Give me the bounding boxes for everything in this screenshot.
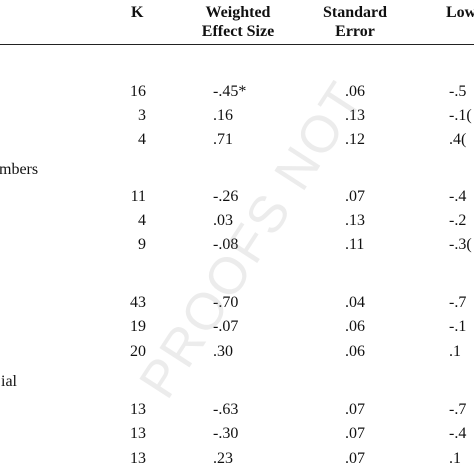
cell-k: 13 [130, 450, 146, 467]
cell-effect-size: -.45* [213, 83, 247, 100]
cell-k: 43 [130, 294, 146, 311]
section-label-ial: ial [1, 373, 17, 390]
header-weighted-effect-size: Weighted Effect Size [196, 3, 280, 41]
cell-standard-error: .06 [345, 343, 365, 360]
cell-effect-size: -.63 [213, 401, 239, 418]
cell-k: 11 [130, 188, 146, 205]
section-label-members: mbers [0, 161, 39, 178]
header-se-line1: Standard [322, 4, 388, 21]
table-row: 13 .23 .07 .1 [0, 450, 474, 470]
table-row: 9 -.08 .11 -.3( [0, 236, 474, 256]
cell-standard-error: .07 [345, 450, 365, 467]
cell-effect-size: .16 [213, 107, 233, 124]
cell-effect-size: .23 [213, 450, 233, 467]
cell-standard-error: .11 [345, 236, 365, 253]
table-row: 20 .30 .06 .1 [0, 343, 474, 363]
cell-k: 13 [130, 401, 146, 418]
cell-k: 3 [138, 107, 146, 124]
cell-effect-size: .03 [213, 212, 233, 229]
cell-standard-error: .06 [345, 83, 365, 100]
cell-effect-size: -.08 [213, 236, 239, 253]
header-effect-line1: Weighted [205, 4, 271, 21]
header-lower: Low [446, 4, 474, 21]
cell-standard-error: .04 [345, 294, 365, 311]
cell-lower: -.2 [449, 212, 467, 229]
cell-effect-size: .71 [213, 131, 233, 148]
cell-lower: -.3( [449, 236, 472, 253]
cell-k: 20 [130, 343, 146, 360]
cell-lower: -.7 [449, 401, 467, 418]
cell-k: 19 [130, 318, 146, 335]
cell-k: 16 [130, 83, 146, 100]
cell-standard-error: .07 [345, 188, 365, 205]
table-row: 11 -.26 .07 -.4 [0, 188, 474, 208]
cell-lower: -.1( [449, 107, 472, 124]
cell-standard-error: .06 [345, 318, 365, 335]
cell-standard-error: .13 [345, 107, 365, 124]
header-standard-error: Standard Error [318, 3, 392, 41]
cell-k: 13 [130, 425, 146, 442]
cell-k: 4 [138, 131, 146, 148]
cell-standard-error: .07 [345, 425, 365, 442]
cell-effect-size: -.30 [213, 425, 239, 442]
table-row: 4 .71 .12 .4( [0, 131, 474, 151]
cell-k: 9 [138, 236, 146, 253]
header-effect-line2: Effect Size [201, 23, 275, 40]
cell-lower: .1 [449, 450, 461, 467]
table-row: 13 -.63 .07 -.7 [0, 401, 474, 421]
cell-standard-error: .07 [345, 401, 365, 418]
table-row: 19 -.07 .06 -.1 [0, 318, 474, 338]
cell-effect-size: -.26 [213, 188, 239, 205]
cell-effect-size: -.70 [213, 294, 239, 311]
cell-lower: .1 [449, 343, 461, 360]
cell-standard-error: .13 [345, 212, 365, 229]
header-rule [0, 44, 474, 45]
table-row: 3 .16 .13 -.1( [0, 107, 474, 127]
cell-lower: -.7 [449, 294, 467, 311]
header-se-line2: Error [335, 23, 375, 40]
cell-lower: -.1 [449, 318, 467, 335]
cell-lower: .4( [449, 131, 467, 148]
table-row: 13 -.30 .07 -.4 [0, 425, 474, 445]
cell-lower: -.4 [449, 188, 467, 205]
cell-lower: -.5 [449, 83, 467, 100]
cell-effect-size: .30 [213, 343, 233, 360]
cell-lower: -.4 [449, 425, 467, 442]
cell-standard-error: .12 [345, 131, 365, 148]
table-row: 4 .03 .13 -.2 [0, 212, 474, 232]
cell-effect-size: -.07 [213, 318, 239, 335]
table-row: 16 -.45* .06 -.5 [0, 83, 474, 103]
table-row: 43 -.70 .04 -.7 [0, 294, 474, 314]
cell-k: 4 [138, 212, 146, 229]
header-k: K [131, 4, 144, 21]
